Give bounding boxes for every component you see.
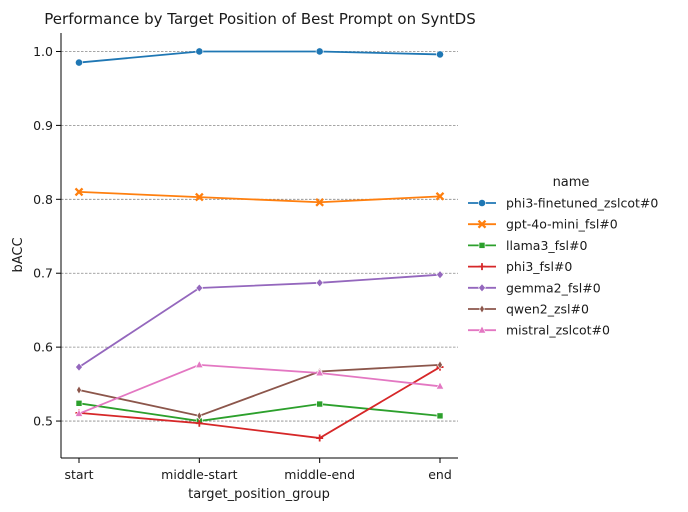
y-axis-label: bACC: [11, 237, 26, 272]
series-marker: [196, 411, 203, 421]
series-line: [78, 366, 441, 439]
y-tick-label: 0.6: [33, 340, 53, 355]
legend-entry: gemma2_fsl#0: [468, 280, 601, 295]
legend-entry: qwen2_zsl#0: [468, 302, 589, 317]
legend-entry: gpt-4o-mini_fsl#0: [468, 217, 618, 232]
series-line: [78, 363, 441, 415]
legend-label: qwen2_zsl#0: [506, 302, 589, 317]
series-marker: [315, 197, 324, 207]
series-line: [78, 273, 441, 368]
legend-label: gpt-4o-mini_fsl#0: [506, 217, 618, 232]
series-marker: [195, 192, 204, 202]
x-tick-label: start: [64, 467, 93, 482]
legend-label: llama3_fsl#0: [506, 238, 588, 253]
chart-title: Performance by Target Position of Best P…: [44, 10, 475, 28]
y-tick-label: 0.9: [33, 118, 53, 133]
y-tick-label: 1.0: [33, 44, 53, 59]
series: [75, 363, 444, 442]
series-marker: [75, 58, 83, 67]
series-marker: [477, 325, 487, 334]
series-marker: [76, 385, 82, 395]
series-marker: [478, 242, 486, 249]
series-marker: [435, 192, 445, 201]
series-marker: [315, 47, 324, 56]
series-marker: [436, 50, 444, 59]
series-marker: [436, 270, 444, 280]
legend-label: phi3-finetuned_zslcot#0: [506, 196, 658, 211]
series-marker: [315, 278, 324, 288]
legend-label: mistral_zslcot#0: [506, 323, 610, 338]
series: [75, 400, 444, 425]
grid-lines: [61, 51, 458, 422]
series: [75, 47, 444, 67]
series-marker: [195, 360, 204, 368]
legend-entry: llama3_fsl#0: [468, 238, 588, 253]
series-marker: [478, 199, 486, 207]
series-marker: [74, 187, 84, 197]
series: [74, 360, 445, 417]
y-tick-label: 0.7: [33, 266, 53, 281]
series-marker: [195, 47, 204, 56]
y-tick-label: 0.8: [33, 192, 53, 207]
legend-title: name: [553, 175, 590, 190]
series-marker: [437, 360, 443, 370]
series-marker: [75, 400, 83, 407]
y-tick-label: 0.5: [33, 414, 53, 429]
series-marker: [478, 263, 486, 271]
series-marker: [316, 434, 324, 442]
series-marker: [75, 362, 83, 372]
series-group: [74, 47, 445, 442]
series-marker: [477, 219, 487, 229]
x-tick-label: end: [428, 467, 452, 482]
legend-entry: phi3_fsl#0: [468, 259, 572, 274]
legend: name phi3-finetuned_zslcot#0 gpt-4o-mini_…: [468, 175, 658, 338]
series-marker: [316, 400, 323, 408]
series-marker: [436, 412, 444, 420]
x-tick-label: middle-end: [284, 467, 355, 482]
series-line: [78, 191, 441, 204]
series-marker: [195, 283, 204, 293]
series-line: [78, 363, 441, 417]
legend-label: phi3_fsl#0: [506, 259, 572, 274]
series-line: [78, 50, 441, 64]
series: [75, 270, 444, 372]
series-marker: [479, 304, 485, 314]
series-marker: [478, 283, 486, 293]
legend-entry: phi3-finetuned_zslcot#0: [468, 196, 658, 211]
axes: 0.5 0.6 0.7 0.8 0.9 1.0 start middle-start middl…: [33, 33, 458, 482]
series-marker: [435, 381, 445, 390]
series-marker: [74, 408, 84, 417]
x-axis-label: target_position_group: [188, 487, 330, 502]
legend-entry: mistral_zslcot#0: [468, 323, 610, 338]
series-marker: [195, 419, 203, 427]
x-tick-label: middle-start: [161, 467, 237, 482]
series-line: [78, 402, 441, 422]
series: [74, 187, 445, 207]
legend-label: gemma2_fsl#0: [506, 280, 601, 295]
series: [76, 360, 443, 421]
series-marker: [315, 368, 324, 377]
